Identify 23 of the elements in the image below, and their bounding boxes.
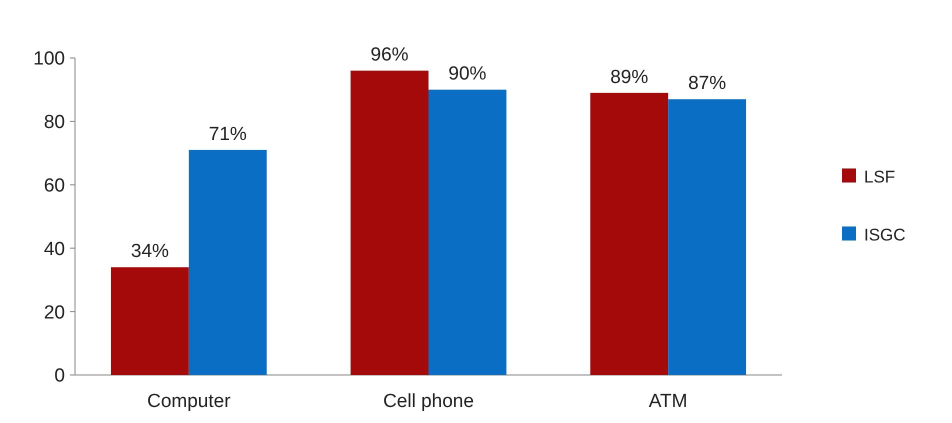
data-label: 87% — [688, 73, 726, 94]
legend-label: ISGC — [864, 225, 906, 244]
y-tick-label: 20 — [44, 302, 65, 324]
bar — [350, 70, 428, 375]
bar — [110, 267, 189, 375]
y-tick-label: 40 — [44, 238, 65, 260]
bar — [590, 92, 668, 375]
x-tick-label: Computer — [147, 391, 232, 412]
data-label: 34% — [130, 241, 170, 262]
data-label: 71% — [208, 124, 247, 145]
y-tick-label: 60 — [44, 175, 65, 196]
data-label: 96% — [370, 44, 409, 66]
legend-label: LSF — [864, 167, 896, 186]
x-tick-label: Cell phone — [383, 391, 474, 412]
bar — [428, 90, 506, 375]
y-tick-label: 0 — [54, 366, 65, 387]
x-tick-label: ATM — [648, 391, 688, 412]
y-tick-label: 80 — [44, 112, 65, 134]
data-label: 90% — [448, 64, 487, 85]
bar — [668, 99, 746, 375]
y-tick-label: 100 — [33, 48, 65, 70]
data-label: 89% — [610, 66, 648, 88]
bar — [188, 150, 267, 375]
